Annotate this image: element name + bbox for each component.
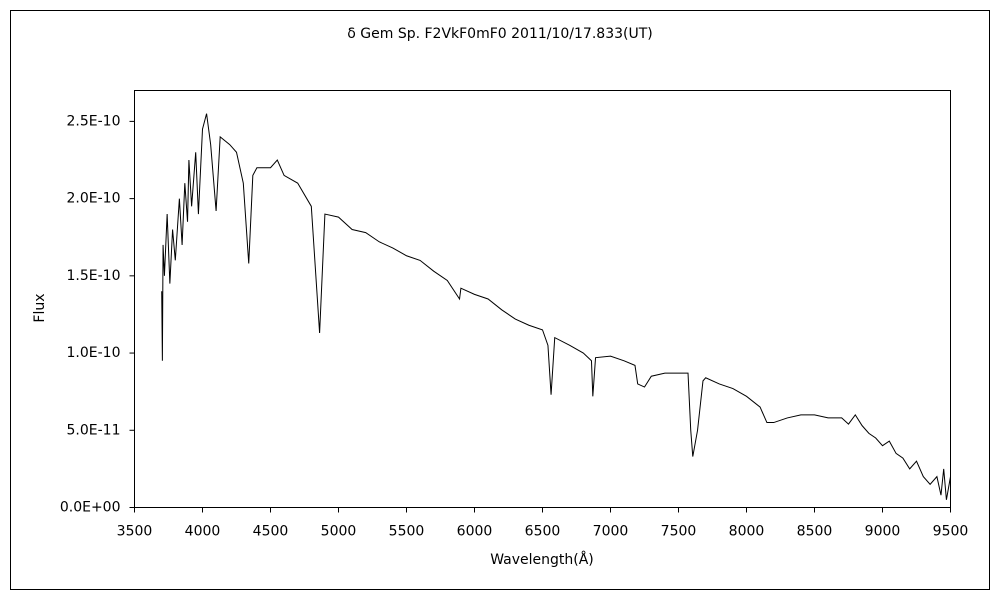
- x-tick-label: 6500: [525, 524, 561, 540]
- x-tick-label: 9000: [865, 524, 901, 540]
- chart-title: δ Gem Sp. F2VkF0mF0 2011/10/17.833(UT): [347, 26, 652, 42]
- x-tick-label: 4000: [185, 524, 221, 540]
- x-tick-label: 4500: [253, 524, 289, 540]
- x-tick-label: 7000: [593, 524, 629, 540]
- x-tick-label: 3500: [117, 524, 153, 540]
- plot-area: [134, 90, 951, 508]
- x-tick-label: 5500: [389, 524, 425, 540]
- x-tick-label: 8500: [797, 524, 833, 540]
- y-tick-label: 5.0E-11: [67, 422, 121, 438]
- x-tick-label: 6000: [457, 524, 493, 540]
- y-tick-label: 1.0E-10: [67, 345, 121, 361]
- spectrum-line: [161, 113, 951, 500]
- x-axis-title: Wavelength(Å): [490, 551, 594, 568]
- y-tick-label: 2.5E-10: [67, 113, 121, 129]
- x-tick-label: 7500: [661, 524, 697, 540]
- x-tick-label: 8000: [729, 524, 765, 540]
- y-tick-label: 0.0E+00: [60, 500, 121, 516]
- y-axis-title: Flux: [32, 293, 48, 322]
- y-tick-label: 1.5E-10: [67, 268, 121, 284]
- y-tick-label: 2.0E-10: [67, 191, 121, 207]
- x-tick-label: 9500: [933, 524, 969, 540]
- x-tick-label: 5000: [321, 524, 357, 540]
